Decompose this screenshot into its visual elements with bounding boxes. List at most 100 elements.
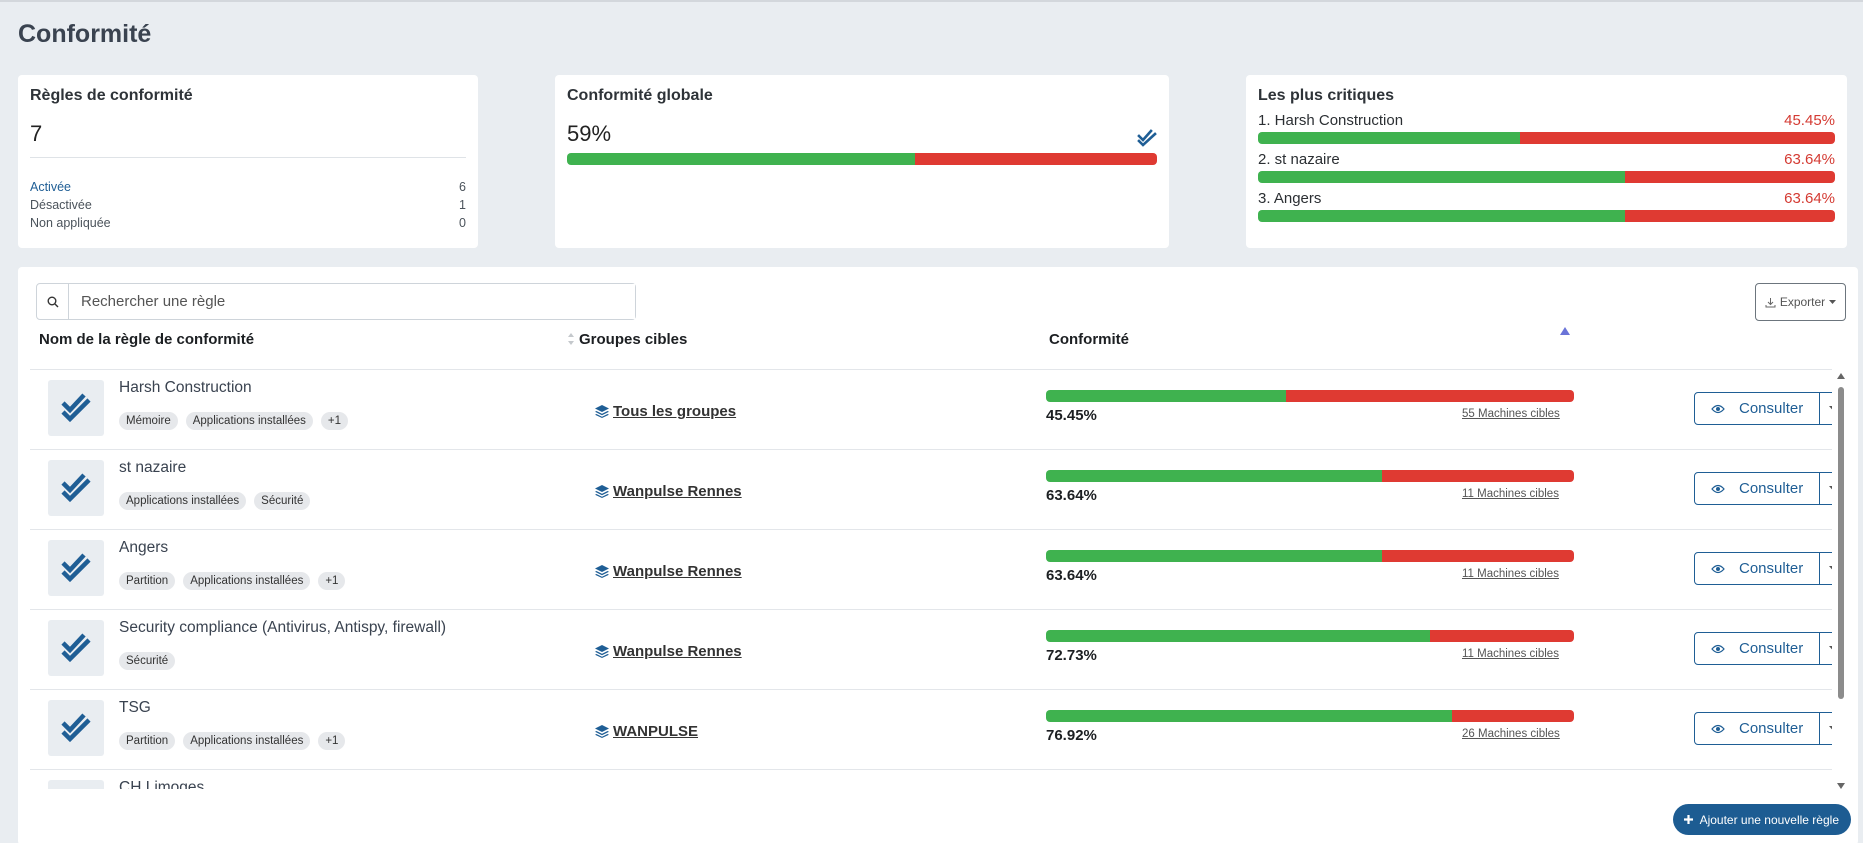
rule-tag: Applications installées (183, 732, 311, 750)
caret-down-icon (1828, 646, 1832, 650)
table-body: Harsh Construction Mémoire Applications i… (30, 369, 1832, 789)
double-check-icon (61, 553, 91, 583)
compliance-value: 63.64% (1046, 487, 1097, 504)
rule-icon (48, 780, 104, 789)
table-row: CH Limoges (30, 769, 1832, 789)
eye-icon (1711, 644, 1725, 653)
bar-non-compliant (1520, 132, 1835, 144)
rule-name[interactable]: Angers (119, 539, 169, 556)
consult-dropdown-toggle[interactable] (1820, 712, 1832, 745)
consult-button[interactable]: Consulter (1694, 632, 1821, 665)
sort-icon[interactable] (567, 332, 575, 346)
stat-value: 6 (459, 180, 466, 194)
export-label: Exporter (1779, 295, 1826, 309)
target-group-link[interactable]: Wanpulse Rennes (595, 483, 742, 500)
bar-non-compliant (1625, 210, 1835, 222)
consult-dropdown-toggle[interactable] (1820, 472, 1832, 505)
rule-tag: Sécurité (254, 492, 311, 510)
caret-down-icon (1828, 406, 1832, 410)
column-header-name[interactable]: Nom de la règle de conformité (39, 331, 255, 348)
consult-button[interactable]: Consulter (1694, 552, 1821, 585)
target-machines-link[interactable]: 26 Machines cibles (1462, 728, 1560, 740)
scrollbar[interactable] (1836, 371, 1846, 791)
consult-button-group: Consulter (1694, 392, 1832, 425)
bar-non-compliant (1452, 710, 1574, 722)
consult-button[interactable]: Consulter (1694, 392, 1821, 425)
column-header-compliance[interactable]: Conformité (1049, 331, 1129, 348)
critical-item: 2. st nazaire 63.64% (1258, 151, 1835, 183)
consult-dropdown-toggle[interactable] (1820, 392, 1832, 425)
target-machines-link[interactable]: 11 Machines cibles (1462, 648, 1559, 660)
consult-dropdown-toggle[interactable] (1820, 552, 1832, 585)
layers-icon (595, 565, 609, 578)
rule-tag: +1 (318, 732, 346, 750)
rules-card-title: Règles de conformité (30, 87, 193, 104)
compliance-value: 72.73% (1046, 647, 1097, 664)
layers-icon (595, 405, 609, 418)
rule-tags: Sécurité (119, 652, 176, 670)
critical-item-label: 2. st nazaire (1258, 151, 1340, 168)
rule-name[interactable]: CH Limoges (119, 779, 205, 789)
consult-dropdown-toggle[interactable] (1820, 632, 1832, 665)
eye-icon (1711, 404, 1725, 413)
global-card-title: Conformité globale (567, 87, 713, 104)
stat-label: Activée (30, 180, 71, 194)
rule-tags: Applications installées Sécurité (119, 492, 311, 510)
rule-icon (48, 460, 104, 516)
compliance-value: 63.64% (1046, 567, 1097, 584)
rules-table-card: Exporter Nom de la règle de conformité G… (18, 267, 1858, 843)
target-group-link[interactable]: Wanpulse Rennes (595, 643, 742, 660)
stat-row-disabled[interactable]: Désactivée 1 (30, 196, 466, 214)
stat-row-active[interactable]: Activée 6 (30, 178, 466, 196)
consult-label: Consulter (1739, 560, 1804, 577)
bar-non-compliant (1625, 171, 1835, 183)
table-header: Nom de la règle de conformité Groupes ci… (30, 319, 1840, 359)
target-group-link[interactable]: WANPULSE (595, 723, 698, 740)
column-header-groups[interactable]: Groupes cibles (579, 331, 688, 348)
stat-label: Désactivée (30, 198, 92, 212)
table-row: st nazaire Applications installées Sécuri… (30, 449, 1832, 529)
rule-tag: Applications installées (119, 492, 247, 510)
layers-icon (595, 485, 609, 498)
compliance-value: 45.45% (1046, 407, 1097, 424)
consult-button[interactable]: Consulter (1694, 712, 1821, 745)
consult-button[interactable]: Consulter (1694, 472, 1821, 505)
stat-value: 1 (459, 198, 466, 212)
target-group-link[interactable]: Wanpulse Rennes (595, 563, 742, 580)
bar-compliant (1046, 550, 1383, 562)
caret-down-icon (1828, 566, 1832, 570)
layers-icon (595, 645, 609, 658)
rule-tag: Partition (119, 572, 176, 590)
stat-row-not-applied[interactable]: Non appliquée 0 (30, 214, 466, 232)
target-machines-link[interactable]: 11 Machines cibles (1462, 488, 1559, 500)
rule-tag: Sécurité (119, 652, 176, 670)
add-rule-label: Ajouter une nouvelle règle (1699, 812, 1839, 827)
scrollbar-thumb[interactable] (1838, 387, 1844, 699)
critical-item-pct: 45.45% (1784, 112, 1835, 129)
rule-icon (48, 380, 104, 436)
compliance-bar (1046, 470, 1574, 482)
export-button[interactable]: Exporter (1755, 283, 1846, 321)
search-icon (37, 284, 69, 319)
bar-non-compliant (1382, 470, 1574, 482)
stat-value: 0 (459, 216, 466, 230)
bar-compliant (1258, 132, 1521, 144)
rule-name[interactable]: TSG (119, 699, 151, 716)
search-box (36, 283, 636, 320)
target-machines-link[interactable]: 55 Machines cibles (1462, 408, 1560, 420)
sort-ascending-icon[interactable] (1560, 327, 1570, 335)
critical-item-bar (1258, 132, 1835, 144)
rule-name[interactable]: st nazaire (119, 459, 187, 476)
rule-tag: Mémoire (119, 412, 178, 430)
rule-name[interactable]: Security compliance (Antivirus, Antispy,… (119, 619, 447, 636)
consult-label: Consulter (1739, 480, 1804, 497)
caret-down-icon (1829, 299, 1837, 304)
target-machines-link[interactable]: 11 Machines cibles (1462, 568, 1559, 580)
double-check-icon (1137, 129, 1157, 147)
rule-icon (48, 540, 104, 596)
target-group-link[interactable]: Tous les groupes (595, 403, 736, 420)
rule-name[interactable]: Harsh Construction (119, 379, 252, 396)
search-input[interactable] (69, 284, 635, 319)
add-rule-button[interactable]: Ajouter une nouvelle règle (1672, 804, 1851, 835)
table-row: Harsh Construction Mémoire Applications i… (30, 369, 1832, 449)
